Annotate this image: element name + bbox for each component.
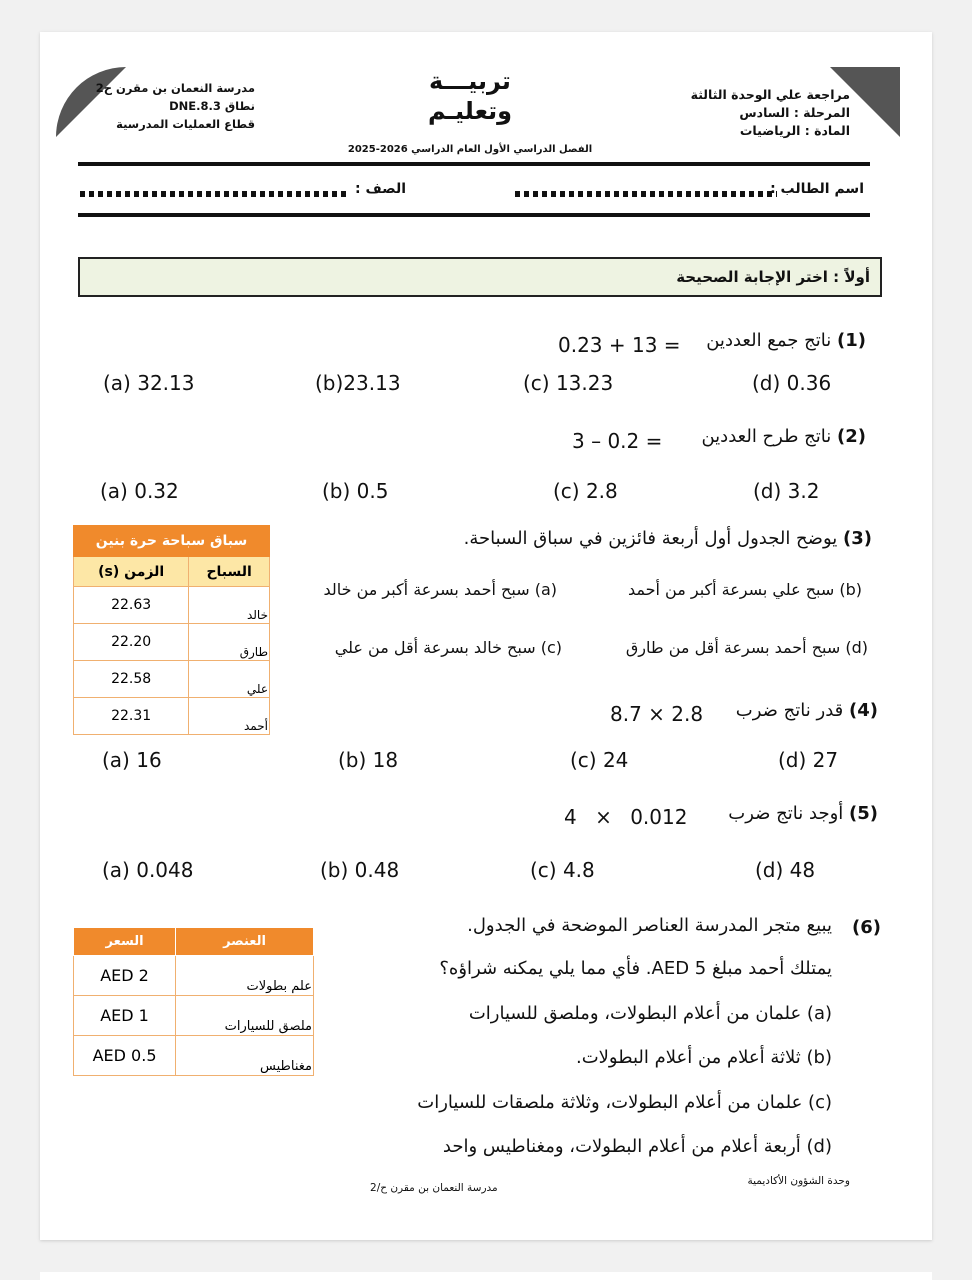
option-d[interactable]: (d) 48: [755, 858, 816, 882]
swimmer-name: أحمد: [188, 697, 270, 735]
question-text: قدر ناتج ضرب: [735, 700, 844, 721]
item-name: علم بطولات: [175, 955, 314, 996]
question-text: ناتج جمع العددين: [706, 330, 832, 351]
option-d[interactable]: (d) 0.36: [752, 371, 832, 395]
column-header: الزمن (s): [72, 556, 190, 587]
question-4: (4) قدر ناتج ضرب: [736, 700, 878, 721]
option-a[interactable]: (a) 16: [102, 748, 162, 772]
zone-code: نطاق DNE.8.3: [169, 99, 255, 113]
swimmer-name: خالد: [188, 586, 270, 624]
question-1: (1) ناتج جمع العددين: [706, 330, 866, 351]
column-header: السباح: [188, 556, 270, 587]
option-c[interactable]: (c) 24: [570, 748, 629, 772]
item-name: ملصق للسيارات: [175, 995, 314, 1036]
question-expression: 0.23 + 13 =: [558, 333, 681, 357]
option-a[interactable]: (a) علمان من أعلام البطولات، وملصق للسيا…: [468, 1003, 832, 1024]
table-row: مغناطيس AED 0.5: [72, 1035, 314, 1076]
option-a[interactable]: (a) سبح أحمد بسرعة أكبر من خالد: [323, 580, 557, 599]
question-number: (1): [837, 330, 866, 351]
swimmer-name: طارق: [188, 623, 270, 661]
item-price: AED 2: [72, 955, 177, 996]
swim-time: 22.20: [72, 623, 190, 661]
option-c[interactable]: (c) 2.8: [553, 479, 618, 503]
header-left-info: مدرسة النعمان بن مقرن ح2 نطاق DNE.8.3 قط…: [95, 79, 255, 133]
swimmer-name: علي: [188, 660, 270, 698]
table-title: سباق سباحة حرة بنين: [73, 525, 270, 557]
header-right-info: مراجعة علي الوحدة الثالثة المرحلة : السا…: [691, 86, 850, 140]
logo-line-2: وتعليـم: [427, 97, 513, 125]
option-a[interactable]: (a) 0.32: [100, 479, 179, 503]
review-title: مراجعة علي الوحدة الثالثة: [690, 87, 850, 102]
divider: [78, 162, 870, 166]
ministry-logo: تربيـــة وتعليـم: [415, 66, 525, 126]
logo-line-1: تربيـــة: [429, 67, 511, 95]
table-row: ملصق للسيارات AED 1: [72, 995, 314, 1036]
question-6-number: (6): [852, 917, 881, 938]
option-c[interactable]: (c) 13.23: [523, 371, 614, 395]
grade-label: المرحلة : السادس: [739, 105, 850, 120]
option-b[interactable]: (b) 0.5: [322, 479, 389, 503]
swim-time: 22.58: [72, 660, 190, 698]
divider: [78, 213, 870, 217]
option-a[interactable]: (a) 32.13: [103, 371, 195, 395]
subject-label: المادة : الرياضيات: [739, 123, 850, 138]
footer-department: وحدة الشؤون الأكاديمية: [747, 1175, 850, 1187]
table-row: أحمد 22.31: [72, 697, 270, 735]
table-row: خالد 22.63: [72, 586, 270, 624]
footer-school: مدرسة النعمان بن مقرن ح/2: [370, 1182, 498, 1194]
table-row: علي 22.58: [72, 660, 270, 698]
item-name: مغناطيس: [175, 1035, 314, 1076]
option-b[interactable]: (b)23.13: [315, 371, 401, 395]
question-6-text: يمتلك أحمد مبلغ AED 5. فأي مما يلي يمكنه…: [439, 958, 832, 979]
question-number: (3): [843, 528, 872, 549]
swim-race-table: سباق سباحة حرة بنين السباح الزمن (s) خالد…: [72, 525, 270, 735]
option-b[interactable]: (b) ثلاثة أعلام من أعلام البطولات.: [575, 1047, 832, 1068]
option-c[interactable]: (c) سبح خالد بسرعة أقل من علي: [334, 638, 562, 657]
column-header: السعر: [72, 927, 177, 956]
question-5: (5) أوجد ناتج ضرب: [728, 803, 878, 824]
student-name-label: اسم الطالب :: [770, 181, 864, 197]
question-number: (2): [837, 426, 866, 447]
option-c[interactable]: (c) 4.8: [530, 858, 595, 882]
sector-name: قطاع العمليات المدرسية: [116, 117, 255, 131]
option-b[interactable]: (b) سبح علي بسرعة أكبر من أحمد: [627, 580, 862, 599]
column-header: العنصر: [175, 927, 314, 956]
question-expression: 4 × 0.012: [564, 805, 688, 829]
option-d[interactable]: (d) 3.2: [753, 479, 820, 503]
question-6-text: يبيع متجر المدرسة العناصر الموضحة في الج…: [467, 915, 832, 936]
option-b[interactable]: (b) 0.48: [320, 858, 400, 882]
swim-time: 22.63: [72, 586, 190, 624]
option-d[interactable]: (d) أربعة أعلام من أعلام البطولات، ومغنا…: [442, 1136, 832, 1157]
option-b[interactable]: (b) 18: [338, 748, 399, 772]
question-expression: 8.7 × 2.8: [610, 702, 704, 726]
option-d[interactable]: (d) 27: [778, 748, 839, 772]
option-d[interactable]: (d) سبح أحمد بسرعة أقل من طارق: [625, 638, 868, 657]
class-label: الصف :: [355, 181, 406, 197]
swim-time: 22.31: [72, 697, 190, 735]
question-expression: 3 – 0.2 =: [572, 429, 663, 453]
item-price: AED 1: [72, 995, 177, 1036]
question-number: (5): [849, 803, 878, 824]
school-name: مدرسة النعمان بن مقرن ح2: [95, 81, 255, 95]
question-text: يوضح الجدول أول أربعة فائزين في سباق الس…: [463, 528, 838, 549]
next-page-edge: [40, 1272, 932, 1280]
class-field[interactable]: [80, 191, 350, 197]
option-a[interactable]: (a) 0.048: [102, 858, 194, 882]
item-price: AED 0.5: [72, 1035, 177, 1076]
question-2: (2) ناتج طرح العددين: [701, 426, 866, 447]
option-c[interactable]: (c) علمان من أعلام البطولات، وثلاثة ملصق…: [417, 1092, 832, 1113]
shop-items-table: العنصر السعر علم بطولات AED 2 ملصق للسيارا…: [72, 927, 314, 1076]
question-text: أوجد ناتج ضرب: [728, 803, 844, 824]
section-title: أولاً : اختر الإجابة الصحيحة: [78, 257, 882, 297]
question-text: ناتج طرح العددين: [701, 426, 832, 447]
question-3: (3) يوضح الجدول أول أربعة فائزين في سباق…: [464, 528, 872, 549]
question-number: (4): [849, 700, 878, 721]
table-row: علم بطولات AED 2: [72, 955, 314, 996]
semester-label: الفصل الدراسي الأول العام الدراسي 2026-2…: [347, 144, 593, 155]
student-name-field[interactable]: [515, 191, 777, 197]
table-row: طارق 22.20: [72, 623, 270, 661]
